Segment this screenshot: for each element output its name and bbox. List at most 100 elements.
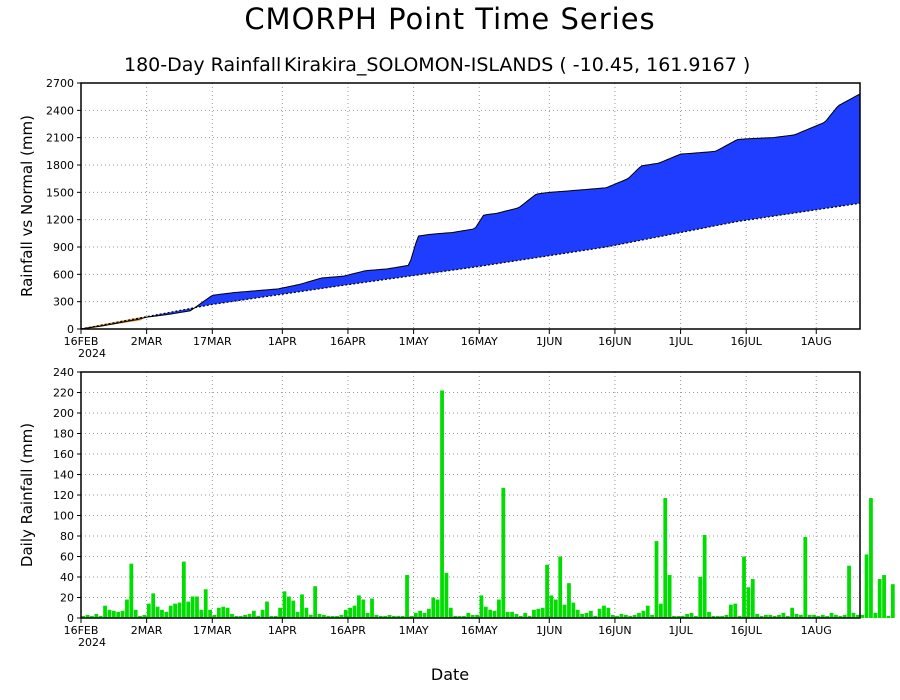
daily-rainfall-bar bbox=[330, 615, 335, 618]
cumulative-x-tick-label: 1JUN bbox=[536, 335, 563, 348]
cumulative-y-tick-label: 2100 bbox=[46, 132, 74, 145]
daily-rainfall-bar bbox=[291, 600, 296, 618]
daily-rainfall-bar bbox=[527, 615, 532, 618]
daily-rainfall-bar bbox=[361, 599, 366, 618]
daily-rainfall-bar bbox=[549, 595, 554, 618]
daily-rainfall-bar bbox=[383, 615, 388, 618]
daily-rainfall-bar bbox=[304, 607, 309, 618]
daily-y-tick-label: 180 bbox=[53, 428, 74, 441]
daily-rainfall-bar bbox=[181, 561, 186, 618]
daily-rainfall-bar bbox=[348, 607, 353, 618]
daily-rainfall-bar bbox=[588, 610, 593, 618]
daily-rainfall-bar bbox=[98, 615, 103, 618]
daily-rainfall-bar bbox=[597, 608, 602, 618]
daily-rainfall-bar bbox=[834, 614, 838, 618]
daily-rainfall-bar bbox=[623, 614, 628, 618]
daily-rainfall-bar bbox=[168, 605, 173, 618]
daily-rainfall-bar bbox=[234, 615, 239, 618]
cumulative-x-tick-label: 17MAR bbox=[193, 335, 232, 348]
daily-rainfall-bar bbox=[693, 615, 698, 618]
daily-rainfall-bar bbox=[553, 599, 558, 618]
daily-rainfall-bar bbox=[282, 591, 287, 618]
daily-rainfall-bar bbox=[584, 612, 589, 618]
cumulative-y-tick-label: 1500 bbox=[46, 186, 74, 199]
cumulative-x-tick-label: 1MAY bbox=[399, 335, 429, 348]
daily-rainfall-bar bbox=[580, 613, 584, 618]
daily-rainfall-bar bbox=[855, 614, 860, 618]
daily-rainfall-bar bbox=[685, 613, 690, 618]
daily-rainfall-bar bbox=[729, 604, 733, 618]
daily-rainfall-bar bbox=[85, 614, 90, 618]
daily-rainfall-bar bbox=[326, 615, 331, 618]
cumulative-y-tick-label: 2700 bbox=[46, 77, 74, 90]
daily-x-tick-label: 17MAR bbox=[193, 624, 232, 637]
cumulative-year-label: 2024 bbox=[78, 347, 106, 360]
daily-rainfall-bar bbox=[785, 615, 790, 618]
daily-rainfall-bar bbox=[365, 612, 370, 618]
daily-rainfall-bar bbox=[396, 615, 401, 618]
daily-rainfall-bar bbox=[247, 613, 252, 618]
daily-rainfall-bar bbox=[146, 603, 151, 618]
daily-rainfall-bar bbox=[851, 612, 856, 618]
daily-rainfall-bar bbox=[724, 614, 729, 618]
daily-rainfall-bar bbox=[715, 615, 720, 618]
daily-y-tick-label: 200 bbox=[53, 407, 74, 420]
daily-rainfall-bar bbox=[278, 607, 283, 618]
daily-rainfall-bar bbox=[343, 609, 348, 618]
daily-rainfall-bar bbox=[230, 613, 234, 618]
daily-rainfall-bar bbox=[615, 615, 619, 618]
daily-rainfall-bar bbox=[873, 612, 878, 618]
daily-x-tick-label: 16FEB bbox=[64, 624, 99, 637]
daily-rainfall-bar bbox=[138, 615, 142, 618]
daily-x-tick-label: 16APR bbox=[330, 624, 366, 637]
daily-rainfall-bar bbox=[151, 593, 156, 618]
daily-rainfall-bar bbox=[470, 614, 475, 618]
daily-rainfall-bar bbox=[409, 615, 414, 618]
daily-rainfall-bar bbox=[81, 615, 86, 618]
daily-rainfall-bar bbox=[107, 609, 112, 618]
daily-rainfall-bar bbox=[286, 596, 291, 618]
daily-rainfall-bar bbox=[733, 603, 738, 618]
deficit-area bbox=[81, 316, 143, 329]
daily-rainfall-bar bbox=[212, 614, 217, 618]
daily-rainfall-bar bbox=[243, 614, 248, 618]
daily-rainfall-bar bbox=[155, 606, 160, 618]
daily-rainfall-bar bbox=[427, 608, 431, 618]
daily-rainfall-bar bbox=[523, 612, 528, 618]
daily-rainfall-bar bbox=[444, 572, 449, 618]
normal-cumulative-line bbox=[80, 202, 861, 330]
daily-rainfall-bar bbox=[173, 603, 177, 618]
daily-rainfall-bar bbox=[370, 598, 374, 618]
daily-rainfall-bar bbox=[313, 586, 318, 618]
daily-rainfall-bar bbox=[295, 611, 300, 618]
daily-rainfall-bar bbox=[799, 614, 803, 618]
daily-y-tick-label: 160 bbox=[53, 448, 74, 461]
daily-rainfall-bar bbox=[759, 615, 764, 618]
daily-rainfall-bar bbox=[680, 615, 685, 618]
daily-rainfall-bar bbox=[260, 609, 265, 618]
daily-rainfall-bar bbox=[199, 609, 204, 618]
daily-rainfall-bar bbox=[462, 615, 466, 618]
daily-rainfall-bar bbox=[300, 594, 304, 618]
cumulative-x-tick-label: 1APR bbox=[268, 335, 297, 348]
daily-rainfall-bar bbox=[536, 608, 541, 618]
chart-title: CMORPH Point Time Series bbox=[244, 2, 656, 36]
daily-rainfall-bar bbox=[820, 614, 825, 618]
daily-y-tick-label: 20 bbox=[60, 592, 74, 605]
daily-rainfall-bar bbox=[466, 612, 471, 618]
cumulative-plot-frame bbox=[80, 82, 861, 330]
daily-rainfall-bar bbox=[505, 611, 510, 618]
daily-rainfall-bar bbox=[781, 612, 786, 618]
daily-rainfall-bar bbox=[392, 615, 396, 618]
daily-y-tick-label: 80 bbox=[60, 530, 74, 543]
daily-rainfall-bar bbox=[663, 498, 668, 618]
daily-rainfall-bar bbox=[216, 607, 221, 618]
daily-x-tick-label: 2MAR bbox=[131, 624, 163, 637]
daily-rainfall-bar bbox=[405, 574, 409, 618]
daily-rainfall-bar bbox=[453, 615, 458, 618]
daily-y-tick-label: 140 bbox=[53, 469, 74, 482]
daily-y-axis-label: Daily Rainfall (mm) bbox=[18, 423, 36, 567]
daily-x-tick-label: 1APR bbox=[268, 624, 297, 637]
daily-rainfall-bar bbox=[816, 615, 821, 618]
